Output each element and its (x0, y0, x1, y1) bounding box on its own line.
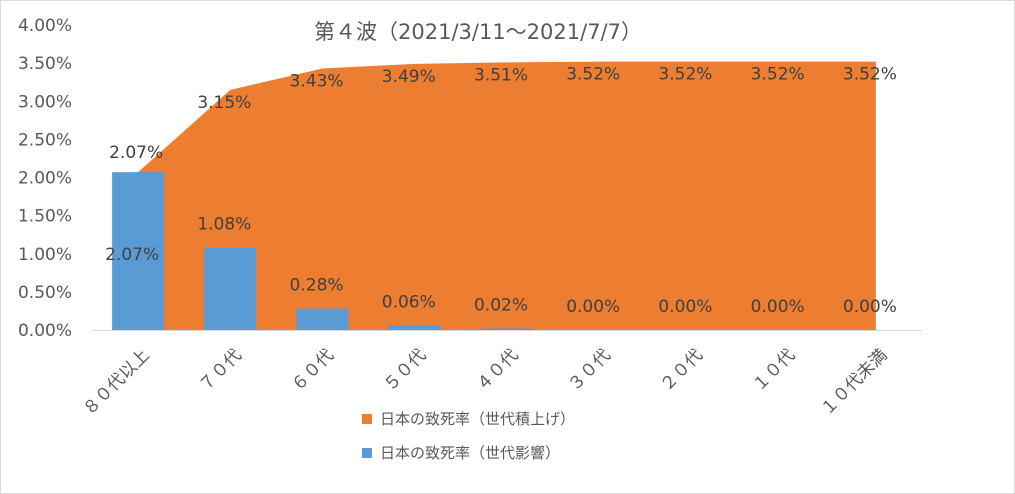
legend-label-0: 日本の致死率（世代積上げ） (380, 410, 575, 428)
x-tick-label: ８０代以上 (79, 345, 153, 419)
y-tick-label: 1.00% (18, 245, 72, 265)
x-tick-label: ２０代 (657, 345, 707, 395)
area-data-label: 2.07% (109, 143, 163, 163)
area-data-label: 3.49% (382, 67, 436, 87)
area-layer (138, 61, 876, 330)
bar-layer (112, 172, 533, 330)
legend-swatch-0 (362, 414, 372, 424)
area-data-label: 3.52% (843, 65, 897, 85)
legend: 日本の致死率（世代積上げ） 日本の致死率（世代影響） (362, 410, 575, 462)
y-tick-label: 1.50% (18, 207, 72, 227)
bar-0 (112, 172, 165, 330)
legend-swatch-1 (362, 448, 372, 458)
bar-data-label: 1.08% (197, 215, 251, 235)
area-data-label: 3.43% (290, 71, 344, 91)
y-tick-label: 2.50% (18, 130, 72, 150)
area-data-label: 3.15% (197, 93, 251, 113)
bar-data-label: 0.00% (843, 297, 897, 317)
area-data-label: 3.52% (566, 65, 620, 85)
x-tick-label: ６０代 (288, 345, 338, 395)
y-tick-label: 0.00% (18, 321, 72, 341)
x-tick-label: １０代 (749, 345, 799, 395)
bar-1 (204, 247, 257, 330)
x-tick-label: １０代未満 (817, 345, 891, 419)
bar-data-label: 0.06% (382, 292, 436, 312)
bar-4 (481, 328, 533, 330)
area-data-label: 3.51% (474, 65, 528, 85)
bar-3 (388, 325, 441, 330)
bar-data-label: 0.02% (474, 295, 528, 315)
x-tick-label: ５０代 (380, 345, 430, 395)
y-tick-label: 0.50% (18, 283, 72, 303)
chart-title: 第４波（2021/3/11～2021/7/7） (314, 20, 642, 44)
x-tick-label: ３０代 (565, 345, 615, 395)
y-tick-label: 3.50% (18, 54, 72, 74)
legend-label-1: 日本の致死率（世代影響） (380, 444, 560, 462)
bar-data-label: 0.00% (566, 297, 620, 317)
y-tick-label: 2.00% (18, 169, 72, 189)
bar-data-label: 0.28% (290, 276, 344, 296)
x-tick-label: ７０代 (196, 345, 246, 395)
bar-2 (296, 308, 349, 330)
area-data-label: 3.52% (658, 65, 712, 85)
bar-data-label: 0.00% (751, 297, 805, 317)
x-tick-label: ４０代 (472, 345, 522, 395)
bar-data-label: 0.00% (658, 297, 712, 317)
y-tick-label: 3.00% (18, 92, 72, 112)
label-layer: 2.07% 3.15% 3.43% 3.49% 3.51% 3.52% 3.52% 3.52%… (105, 65, 897, 317)
y-tick-label: 4.00% (18, 16, 72, 36)
area-series-stacked (138, 61, 876, 330)
bar-data-label: 2.07% (105, 245, 159, 265)
area-data-label: 3.52% (751, 65, 805, 85)
